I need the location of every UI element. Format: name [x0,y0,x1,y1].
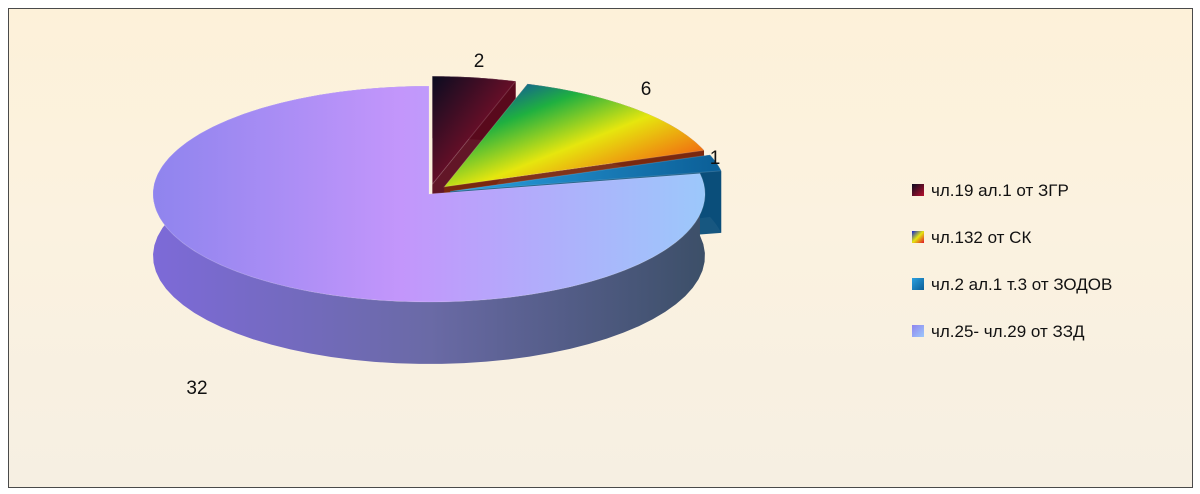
pie-slice-4 [152,85,706,303]
legend-item-3: чл.2 ал.1 т.3 от ЗОДОВ [912,275,1112,294]
legend-label-2: чл.132 от СК [931,228,1031,247]
legend-swatch-4 [912,325,924,337]
pie-slice-1 [431,75,517,186]
pie-chart: 2 6 1 32 чл.19 ал.1 от ЗГР чл.132 от СК чл.2 … [152,51,1112,399]
legend-swatch-1 [912,184,924,196]
legend-swatch-3 [912,278,924,290]
legend-item-1: чл.19 ал.1 от ЗГР [912,181,1069,200]
legend-item-2: чл.132 от СК [912,228,1031,247]
legend-label-3: чл.2 ал.1 т.3 от ЗОДОВ [931,275,1112,294]
chart-area: 2 6 1 32 чл.19 ал.1 от ЗГР чл.132 от СК чл.2 … [8,8,1193,488]
data-label-2: 6 [641,79,652,100]
legend-label-1: чл.19 ал.1 от ЗГР [931,181,1069,200]
pie-slice-2 [443,83,706,188]
legend-label-4: чл.25- чл.29 от ЗЗД [931,322,1085,341]
data-label-3: 1 [710,148,721,169]
legend-swatch-2 [912,231,924,243]
legend-item-4: чл.25- чл.29 от ЗЗД [912,322,1085,341]
data-label-4: 32 [186,378,207,399]
data-label-1: 2 [474,51,485,72]
pie-slice-3 [450,154,722,192]
